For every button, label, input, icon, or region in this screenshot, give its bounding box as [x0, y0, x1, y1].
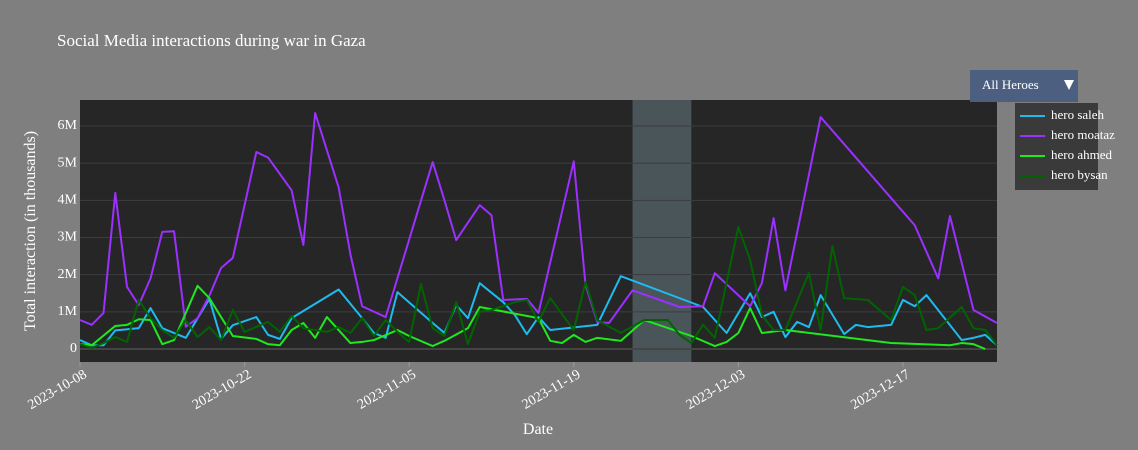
y-tick-label: 4M: [58, 193, 78, 208]
series-line: [79, 226, 998, 349]
legend-label[interactable]: hero saleh: [1051, 107, 1105, 122]
y-tick-label: 0: [70, 341, 77, 356]
series-line: [79, 284, 986, 350]
y-tick-label: 3M: [58, 230, 78, 245]
shaded-range: [632, 100, 692, 362]
x-axis-title: Date: [523, 421, 553, 438]
legend-label[interactable]: hero moataz: [1051, 127, 1115, 142]
dropdown-label[interactable]: All Heroes: [982, 77, 1039, 92]
y-tick-label: 5M: [58, 155, 78, 170]
legend-label[interactable]: hero bysan: [1051, 167, 1108, 182]
legend-item[interactable]: hero ahmed: [1020, 147, 1113, 162]
legend-item[interactable]: hero bysan: [1020, 167, 1108, 182]
series-line: [79, 112, 998, 328]
legend-label[interactable]: hero ahmed: [1051, 147, 1113, 162]
chart-title: Social Media interactions during war in …: [57, 31, 366, 50]
y-tick-label: 1M: [58, 304, 78, 319]
series-line: [79, 275, 998, 347]
legend-item[interactable]: hero moataz: [1020, 127, 1115, 142]
dropdown[interactable]: All Heroes: [970, 70, 1078, 102]
dropdown-arrow[interactable]: [1064, 80, 1074, 90]
y-tick-label: 6M: [58, 118, 78, 133]
dropdown-button[interactable]: [970, 70, 1078, 102]
y-axis-title: Total interaction (in thousands): [22, 131, 39, 331]
legend-item[interactable]: hero saleh: [1020, 107, 1105, 122]
y-tick-label: 2M: [58, 267, 78, 282]
